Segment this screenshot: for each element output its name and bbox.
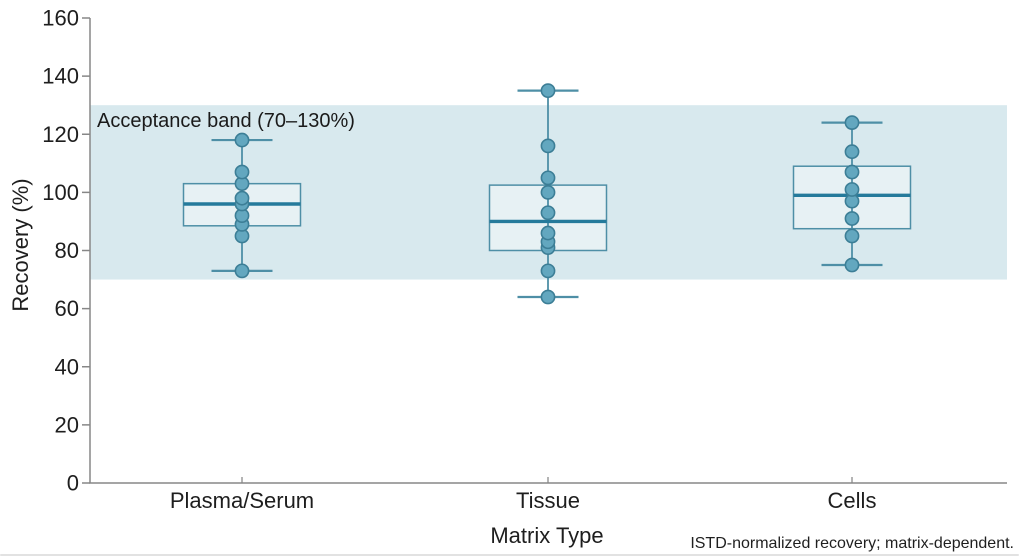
data-point xyxy=(540,289,556,305)
y-axis-title: Recovery (%) xyxy=(8,178,33,312)
data-point xyxy=(844,182,860,197)
data-point xyxy=(540,263,556,279)
box-group-plasma-serum xyxy=(182,132,302,279)
data-point xyxy=(844,144,860,160)
data-point xyxy=(234,190,250,206)
y-tick-label: 140 xyxy=(42,64,79,89)
y-tick-label: 120 xyxy=(42,122,79,147)
box-group-cells xyxy=(792,115,912,273)
data-point xyxy=(844,257,860,273)
x-tick-label-cells: Cells xyxy=(827,488,877,513)
data-point xyxy=(540,184,556,200)
x-tick-label-tissue: Tissue xyxy=(516,488,580,513)
data-point xyxy=(540,138,556,154)
chart-footnote: ISTD-normalized recovery; matrix-depende… xyxy=(690,535,1014,552)
x-axis-title: Matrix Type xyxy=(490,523,604,548)
data-point xyxy=(540,83,556,99)
data-point xyxy=(540,205,556,221)
y-tick-label: 80 xyxy=(55,238,79,263)
data-point xyxy=(234,164,250,180)
data-point xyxy=(844,115,860,131)
data-point xyxy=(234,132,250,148)
y-tick-label: 60 xyxy=(55,296,79,321)
box-group-tissue xyxy=(488,83,608,305)
y-tick-label: 160 xyxy=(42,6,79,31)
y-tick-label: 20 xyxy=(55,412,79,437)
data-point xyxy=(540,225,556,241)
y-tick-label: 40 xyxy=(55,354,79,379)
data-point xyxy=(844,211,860,226)
y-tick-label: 0 xyxy=(67,471,79,496)
data-point xyxy=(540,170,556,186)
data-point xyxy=(844,228,860,244)
data-point xyxy=(234,263,250,279)
window-bottom-edge xyxy=(0,554,1019,556)
acceptance-band-label: Acceptance band (70–130%) xyxy=(97,110,355,132)
data-point xyxy=(844,164,860,180)
x-tick-label-plasma-serum: Plasma/Serum xyxy=(169,488,315,513)
y-tick-label: 100 xyxy=(42,180,79,205)
